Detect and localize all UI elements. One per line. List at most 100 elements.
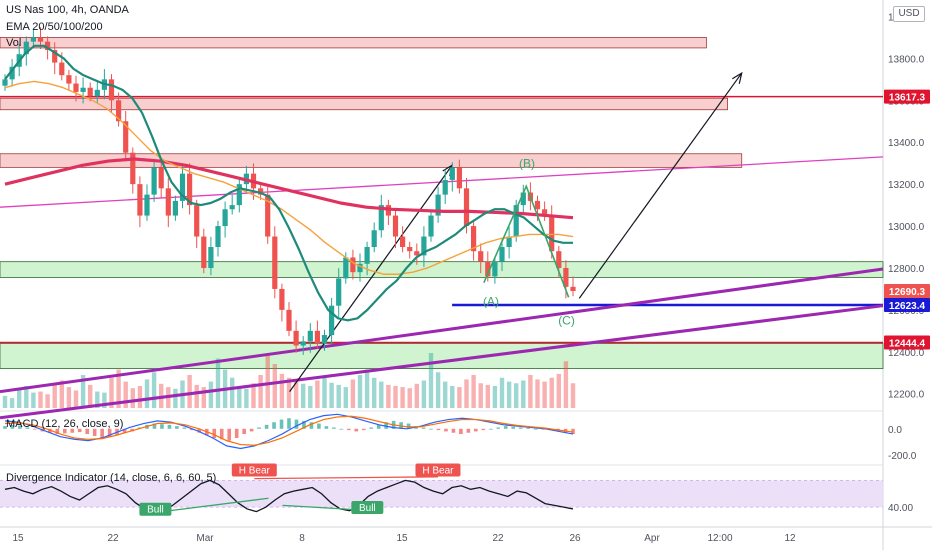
volume-bar — [237, 386, 242, 408]
candle-body — [350, 257, 356, 273]
volume-bar — [215, 358, 221, 408]
divergence-panel: Bull H Bear H Bear Bull 40.00 — [0, 463, 913, 516]
volume-legend[interactable]: Vol — [6, 37, 22, 49]
zone-red — [0, 97, 728, 111]
volume-bar — [450, 386, 455, 408]
candle-body — [45, 41, 51, 51]
volume-bar — [251, 383, 256, 408]
volume-bar — [88, 384, 93, 408]
ema-layer — [4, 44, 574, 322]
candle-body — [293, 330, 299, 346]
macd-histogram-bar — [444, 428, 448, 432]
candle-body — [30, 37, 36, 42]
macd-histogram-bar — [526, 428, 530, 429]
macd-histogram-bar — [70, 428, 75, 433]
candle-body — [534, 200, 541, 210]
volume-bar — [173, 388, 178, 408]
macd-histogram-bar — [25, 427, 30, 429]
projection-arrow — [289, 164, 453, 392]
volume-bar — [556, 373, 561, 408]
trendline-purple — [0, 267, 884, 394]
macd-histogram-bar — [92, 428, 97, 437]
wave-layer: (A) (B) (C) — [483, 156, 575, 327]
projection-arrow — [578, 72, 743, 299]
time-tick-label: 22 — [492, 533, 504, 544]
volume-bar — [31, 392, 36, 408]
macd-signal-line — [4, 415, 574, 446]
candle-body — [116, 100, 122, 122]
volume-bar — [485, 384, 490, 408]
volume-bar — [244, 388, 249, 408]
candle-body — [314, 330, 320, 344]
macd-histogram-bar — [339, 428, 344, 430]
macd-histogram-bar — [33, 428, 37, 430]
macd-histogram-bar — [77, 428, 82, 433]
volume-bar — [563, 361, 569, 408]
wave-label: (C) — [558, 314, 575, 328]
bull-badge-text: Bull — [147, 505, 164, 516]
divergence-tick-label: 40.00 — [888, 503, 913, 514]
volume-bar — [38, 391, 43, 408]
volume-bar — [73, 390, 79, 408]
candle-body — [428, 215, 434, 237]
ema200-line — [4, 157, 574, 220]
volume-bar — [535, 379, 540, 408]
price-axis: 14000.013800.013600.013400.013200.013000… — [884, 12, 930, 401]
volume-bar — [109, 377, 114, 408]
symbol-title[interactable]: US Nas 100, 4h, OANDA — [6, 4, 129, 16]
volume-bar — [80, 375, 86, 408]
candle-body — [336, 278, 342, 306]
macd-histogram-bar — [160, 424, 164, 429]
trendline-purple — [0, 304, 884, 420]
zone-green — [0, 261, 884, 278]
candle-body — [59, 62, 65, 76]
candle-body — [435, 194, 441, 216]
volume-bar — [549, 377, 554, 408]
macd-histogram-bar — [421, 427, 426, 429]
macd-histogram-bar — [249, 428, 254, 432]
candles-layer — [2, 27, 576, 355]
volume-bar — [265, 355, 270, 408]
volume-bar — [528, 375, 533, 408]
price-label-text: 13617.3 — [889, 93, 926, 104]
volume-bar — [24, 386, 29, 408]
price-label-text: 12690.3 — [889, 287, 926, 298]
macd-histogram-bar — [85, 428, 90, 435]
candle-body — [463, 188, 470, 227]
macd-histogram-bar — [100, 428, 104, 438]
candle-body — [9, 66, 15, 80]
candle-body — [300, 341, 306, 346]
macd-histogram-bar — [197, 428, 202, 433]
candle-body — [549, 215, 555, 252]
ema-legend[interactable]: EMA 20/50/100/200 — [6, 21, 103, 33]
volume-bar — [137, 386, 143, 408]
volume-bar — [258, 375, 263, 408]
macd-tick-label: -200.0 — [888, 451, 917, 462]
time-tick-label: 12:00 — [707, 533, 732, 544]
volume-bar — [130, 388, 135, 408]
volume-bar — [350, 379, 356, 408]
volume-bar — [272, 364, 277, 408]
divergence-legend[interactable]: Divergence Indicator (14, close, 6, 6, 6… — [6, 472, 217, 484]
price-label-box — [884, 297, 930, 312]
time-tick-label: 12 — [784, 533, 796, 544]
wave-label: (A) — [483, 295, 499, 309]
candle-body — [421, 236, 427, 256]
macd-histogram-bar — [234, 428, 239, 438]
macd-histogram-bar — [406, 423, 411, 429]
currency-badge[interactable]: USD — [893, 6, 925, 22]
divergence-line — [4, 479, 574, 515]
macd-histogram-bar — [503, 426, 508, 429]
volume-bar — [492, 386, 498, 408]
candle-body — [392, 215, 399, 237]
macd-legend[interactable]: MACD (12, 26, close, 9) — [6, 418, 124, 430]
price-label-box — [884, 89, 930, 104]
volume-bar — [506, 381, 512, 408]
candle-body — [66, 75, 72, 84]
volume-bar — [379, 381, 384, 408]
candle-body — [52, 50, 58, 63]
candle-body — [321, 335, 328, 344]
drawing-lines-layer — [0, 71, 884, 420]
